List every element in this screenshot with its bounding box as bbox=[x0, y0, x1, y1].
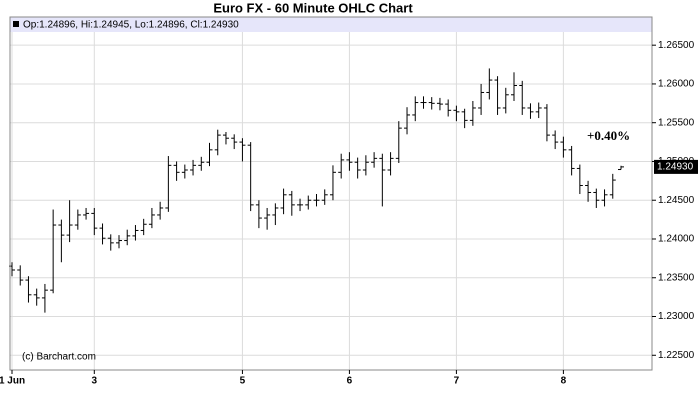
info-icon bbox=[13, 21, 19, 27]
plot-border bbox=[9, 16, 653, 371]
info-bar bbox=[10, 17, 652, 32]
last-price-box bbox=[654, 159, 698, 174]
y-tick-label: 1.26000 bbox=[658, 79, 695, 90]
x-tick-label: 7 bbox=[454, 376, 460, 387]
x-tick-label: 8 bbox=[561, 376, 567, 387]
chart-title: Euro FX - 60 Minute OHLC Chart bbox=[213, 0, 413, 15]
bars bbox=[9, 68, 624, 313]
y-tick-label: 1.23000 bbox=[658, 311, 695, 322]
y-tick-label: 1.24000 bbox=[658, 234, 695, 245]
info-text: Op:1.24896, Hi:1.24945, Lo:1.24896, Cl:1… bbox=[23, 20, 239, 31]
y-tick-label: 1.22500 bbox=[658, 350, 695, 361]
x-tick-label: 1 Jun bbox=[0, 376, 25, 387]
x-tick-label: 5 bbox=[240, 376, 246, 387]
annotation: +0.40% bbox=[587, 128, 630, 143]
x-tick-label: 6 bbox=[347, 376, 353, 387]
y-tick-label: 1.25500 bbox=[658, 117, 695, 128]
grid bbox=[10, 32, 652, 370]
y-tick-label: 1.24500 bbox=[658, 195, 695, 206]
last-price-label: 1.24930 bbox=[657, 162, 694, 173]
y-tick-label: 1.26500 bbox=[658, 40, 695, 51]
x-tick-label: 3 bbox=[92, 376, 98, 387]
plot-background bbox=[10, 17, 652, 370]
watermark: (c) Barchart.com bbox=[22, 352, 96, 363]
y-tick-label: 1.23500 bbox=[658, 272, 695, 283]
